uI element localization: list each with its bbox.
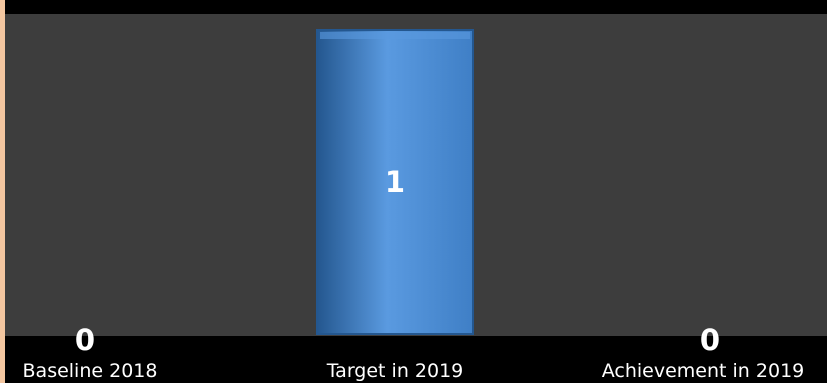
data-label-1: 1 bbox=[385, 165, 405, 199]
bar-1-bevel bbox=[320, 32, 470, 39]
top-frame-bar bbox=[5, 0, 827, 14]
bar-1 bbox=[316, 29, 474, 335]
bars-group bbox=[316, 29, 474, 335]
data-label-0: 0 bbox=[75, 323, 95, 357]
left-edge-strip bbox=[0, 0, 5, 383]
category-label-0: Baseline 2018 bbox=[23, 360, 158, 382]
category-label-1: Target in 2019 bbox=[326, 360, 464, 382]
category-axis-band bbox=[5, 336, 827, 383]
category-labels-group: Baseline 2018 Target in 2019 Achievement i… bbox=[23, 360, 805, 382]
data-labels-group: 0 1 0 bbox=[75, 165, 720, 357]
data-label-2: 0 bbox=[700, 323, 720, 357]
category-label-2: Achievement in 2019 bbox=[602, 360, 805, 382]
